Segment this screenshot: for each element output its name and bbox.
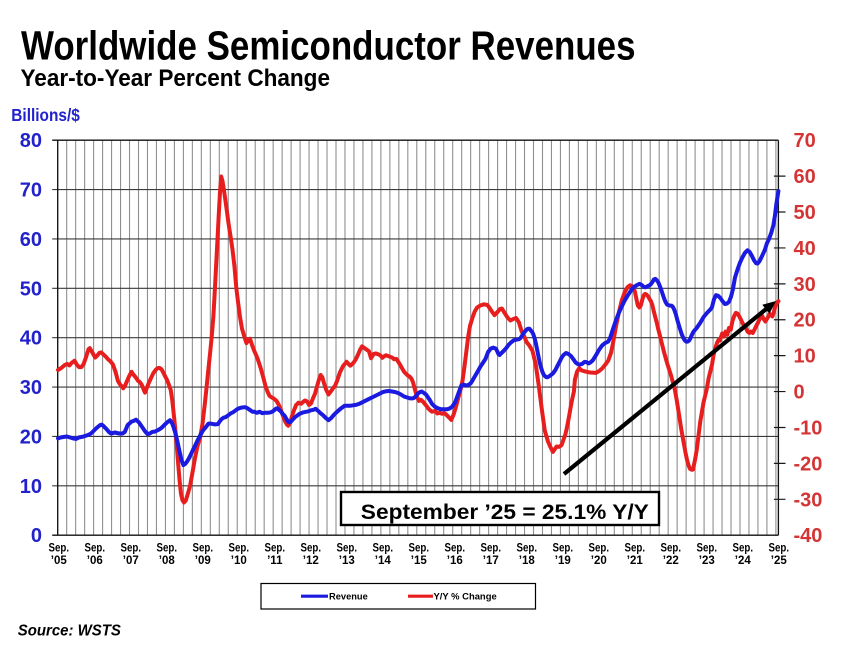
- svg-text:30: 30: [20, 377, 42, 399]
- svg-text:Y/Y % Change: Y/Y % Change: [434, 591, 497, 602]
- svg-text:60: 60: [794, 166, 816, 188]
- svg-text:’07: ’07: [123, 555, 139, 567]
- svg-text:’16: ’16: [447, 555, 463, 567]
- svg-text:Sep.: Sep.: [445, 542, 466, 554]
- svg-text:Sep.: Sep.: [553, 542, 574, 554]
- svg-text:Worldwide Semiconductor Revenu: Worldwide Semiconductor Revenues: [21, 22, 636, 68]
- svg-text:’10: ’10: [231, 555, 247, 567]
- svg-text:10: 10: [20, 476, 42, 498]
- svg-text:80: 80: [20, 130, 42, 152]
- svg-text:Sep.: Sep.: [337, 542, 358, 554]
- svg-text:’06: ’06: [87, 555, 103, 567]
- svg-text:Sep.: Sep.: [409, 542, 430, 554]
- svg-text:-40: -40: [794, 525, 823, 547]
- svg-text:Sep.: Sep.: [481, 542, 502, 554]
- svg-text:Sep.: Sep.: [517, 542, 538, 554]
- svg-text:-30: -30: [794, 489, 823, 511]
- svg-text:’18: ’18: [519, 555, 536, 567]
- svg-text:Sep.: Sep.: [661, 542, 682, 554]
- svg-text:’11: ’11: [267, 555, 283, 567]
- svg-text:-10: -10: [794, 418, 823, 440]
- svg-text:’09: ’09: [195, 555, 211, 567]
- svg-text:’08: ’08: [159, 555, 176, 567]
- svg-text:Sep.: Sep.: [49, 542, 70, 554]
- svg-text:’22: ’22: [663, 555, 679, 567]
- svg-text:Revenue: Revenue: [329, 591, 368, 602]
- svg-text:60: 60: [20, 229, 42, 251]
- svg-text:’21: ’21: [627, 555, 644, 567]
- svg-text:70: 70: [794, 130, 816, 152]
- svg-text:20: 20: [20, 427, 42, 449]
- svg-text:Sep.: Sep.: [265, 542, 286, 554]
- svg-text:Billions/$: Billions/$: [11, 105, 80, 125]
- svg-text:’13: ’13: [339, 555, 355, 567]
- svg-text:Sep.: Sep.: [373, 542, 394, 554]
- svg-text:’23: ’23: [699, 555, 715, 567]
- svg-text:’24: ’24: [735, 555, 752, 567]
- svg-text:’15: ’15: [411, 555, 428, 567]
- svg-text:Year-to-Year Percent Change: Year-to-Year Percent Change: [21, 65, 331, 92]
- svg-text:Sep.: Sep.: [193, 542, 214, 554]
- svg-text:0: 0: [31, 525, 42, 547]
- svg-text:’17: ’17: [483, 555, 499, 567]
- svg-text:Sep.: Sep.: [229, 542, 250, 554]
- svg-text:September ’25 = 25.1% Y/Y: September ’25 = 25.1% Y/Y: [361, 500, 649, 524]
- svg-text:20: 20: [794, 310, 816, 332]
- svg-text:Sep.: Sep.: [625, 542, 646, 554]
- svg-text:30: 30: [794, 274, 816, 296]
- svg-text:Source: WSTS: Source: WSTS: [18, 623, 121, 640]
- svg-text:’14: ’14: [375, 555, 392, 567]
- svg-text:50: 50: [20, 278, 42, 300]
- svg-text:Sep.: Sep.: [589, 542, 610, 554]
- svg-text:Sep.: Sep.: [697, 542, 718, 554]
- svg-text:Sep.: Sep.: [85, 542, 106, 554]
- svg-text:’19: ’19: [555, 555, 571, 567]
- svg-text:50: 50: [794, 202, 816, 224]
- svg-text:Sep.: Sep.: [121, 542, 142, 554]
- svg-text:’05: ’05: [51, 555, 68, 567]
- svg-text:Sep.: Sep.: [157, 542, 178, 554]
- svg-text:-20: -20: [794, 453, 823, 475]
- svg-text:Sep.: Sep.: [301, 542, 322, 554]
- svg-text:’20: ’20: [591, 555, 607, 567]
- svg-text:70: 70: [20, 180, 42, 202]
- svg-text:10: 10: [794, 346, 816, 368]
- svg-text:40: 40: [794, 238, 816, 260]
- svg-text:Sep.: Sep.: [733, 542, 754, 554]
- svg-text:40: 40: [20, 328, 42, 350]
- svg-text:’25: ’25: [771, 555, 788, 567]
- svg-text:0: 0: [794, 382, 805, 404]
- svg-text:’12: ’12: [303, 555, 319, 567]
- svg-text:Sep.: Sep.: [769, 542, 790, 554]
